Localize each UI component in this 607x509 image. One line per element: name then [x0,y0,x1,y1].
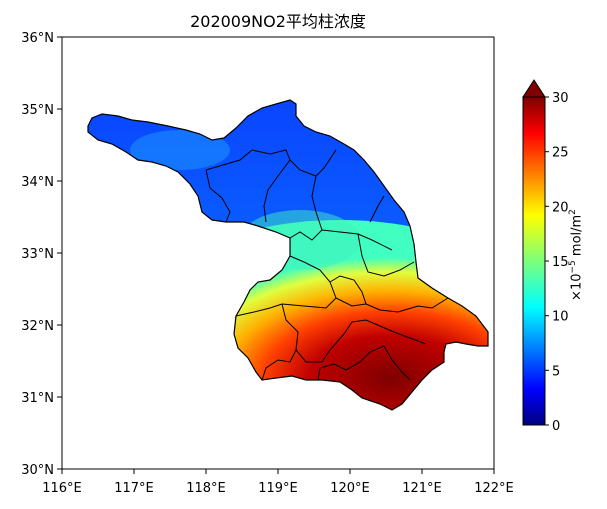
colorbar-tick-label: 15 [552,255,569,270]
y-tick-label: 34°N [21,175,54,190]
y-tick-label: 36°N [21,31,54,46]
x-tick-label: 122°E [474,481,514,496]
colorbar-tick-label: 0 [552,419,560,434]
map-axes-frame [61,36,495,470]
unit-prefix: ×10 [569,273,585,301]
colorbar: 30 25 20 15 10 5 0 [522,79,569,434]
unit-exponent: −5 [568,260,578,274]
unit-squared: 2 [568,209,578,215]
x-tick-label: 118°E [186,481,226,496]
y-tick-label: 32°N [21,319,54,334]
colorbar-extend-arrow [522,79,546,98]
colorbar-gradient [522,96,546,426]
x-tick-label: 117°E [114,481,154,496]
y-axis: 36°N 35°N 34°N 33°N 32°N 31°N 30°N [21,31,62,478]
y-tick-label: 31°N [21,391,54,406]
unit-mid: mol/m [569,214,585,261]
x-tick-label: 121°E [402,481,442,496]
map-title: 202009NO2平均柱浓度 [190,12,366,31]
y-tick-label: 30°N [21,463,54,478]
city-boundaries [205,149,449,381]
x-tick-label: 116°E [42,481,82,496]
x-tick-label: 120°E [330,481,370,496]
colorbar-tick-label: 30 [552,91,569,106]
colorbar-tick-label: 20 [552,200,569,215]
colorbar-unit-label: ×10−5 mol/m2 [568,155,584,355]
y-tick-label: 33°N [21,247,54,262]
y-tick-label: 35°N [21,103,54,118]
colorbar-tick-label: 25 [552,146,569,161]
x-tick-label: 119°E [258,481,298,496]
province-boundary [87,99,489,411]
colorbar-tick-label: 5 [552,364,560,379]
x-axis: 116°E 117°E 118°E 119°E 120°E 121°E 122°… [42,469,514,496]
colorbar-tick-label: 10 [552,310,569,325]
